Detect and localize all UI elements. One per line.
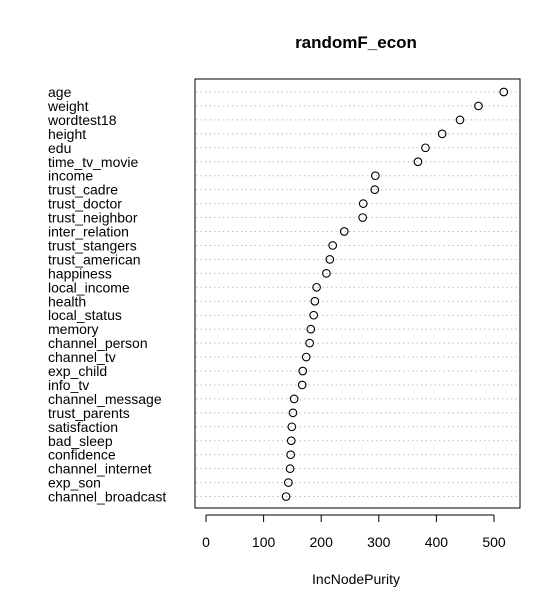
data-point <box>288 408 298 418</box>
data-point <box>328 241 338 250</box>
data-point <box>301 352 311 362</box>
data-point <box>437 129 447 139</box>
data-points <box>281 87 509 501</box>
category-label: health <box>48 293 86 309</box>
x-tick-label: 300 <box>367 534 391 550</box>
data-point <box>499 87 509 97</box>
category-label: trust_stangers <box>48 237 137 253</box>
data-point <box>306 324 316 334</box>
data-point <box>286 450 296 460</box>
category-label: satisfaction <box>48 419 118 435</box>
category-label: wordtest18 <box>47 112 117 128</box>
data-point <box>455 115 465 125</box>
category-label: memory <box>48 321 99 337</box>
category-label: channel_person <box>48 335 148 351</box>
category-label: bad_sleep <box>48 433 113 449</box>
category-label: weight <box>47 98 89 114</box>
category-label: channel_tv <box>48 349 116 365</box>
data-point <box>287 422 297 432</box>
category-label: income <box>48 168 93 184</box>
data-point <box>298 366 308 376</box>
data-point <box>289 394 299 404</box>
category-label: trust_cadre <box>48 182 118 198</box>
x-tick-label: 400 <box>425 534 449 550</box>
data-point <box>474 101 483 111</box>
data-point <box>305 338 315 348</box>
chart-title: randomF_econ <box>295 33 417 52</box>
data-point <box>325 255 335 264</box>
data-point <box>284 478 293 487</box>
category-label: happiness <box>48 265 112 281</box>
data-point <box>285 464 295 474</box>
category-label: info_tv <box>48 377 89 393</box>
category-label: channel_message <box>48 391 162 407</box>
category-label: height <box>48 126 86 142</box>
plot-frame <box>194 78 521 509</box>
data-point <box>309 310 319 320</box>
data-point <box>310 296 320 306</box>
category-label: exp_son <box>48 475 101 491</box>
data-point <box>339 227 349 236</box>
category-label: time_tv_movie <box>48 154 138 170</box>
category-label: inter_relation <box>48 224 129 240</box>
data-point <box>413 157 423 167</box>
category-label: trust_neighbor <box>48 210 138 226</box>
data-point <box>281 492 291 501</box>
data-point <box>322 269 331 278</box>
category-label: local_income <box>48 279 130 295</box>
data-point <box>297 380 307 390</box>
x-tick-label: 200 <box>310 534 334 550</box>
data-point <box>421 143 430 153</box>
category-label: trust_doctor <box>48 196 122 212</box>
category-label: trust_parents <box>48 405 130 421</box>
gridlines <box>196 91 519 498</box>
category-labels: ageweightwordtest18heightedutime_tv_movi… <box>47 84 166 505</box>
data-point <box>286 436 296 446</box>
data-point <box>358 213 368 222</box>
category-label: local_status <box>48 307 122 323</box>
x-axis-label: IncNodePurity <box>312 571 400 587</box>
data-point <box>370 185 380 194</box>
data-point <box>370 171 380 181</box>
category-label: trust_american <box>48 251 141 267</box>
category-label: edu <box>48 140 71 156</box>
data-point <box>312 282 321 292</box>
x-tick-label: 0 <box>202 534 210 550</box>
x-tick-label: 100 <box>252 534 276 550</box>
x-axis: 0 100 200 300 400 500 <box>202 514 506 550</box>
category-label: confidence <box>48 447 116 463</box>
data-point <box>358 199 368 208</box>
x-tick-label: 500 <box>482 534 506 550</box>
category-label: channel_internet <box>48 461 152 477</box>
category-label: exp_child <box>48 363 107 379</box>
category-label: age <box>48 84 72 100</box>
category-label: channel_broadcast <box>48 489 166 505</box>
